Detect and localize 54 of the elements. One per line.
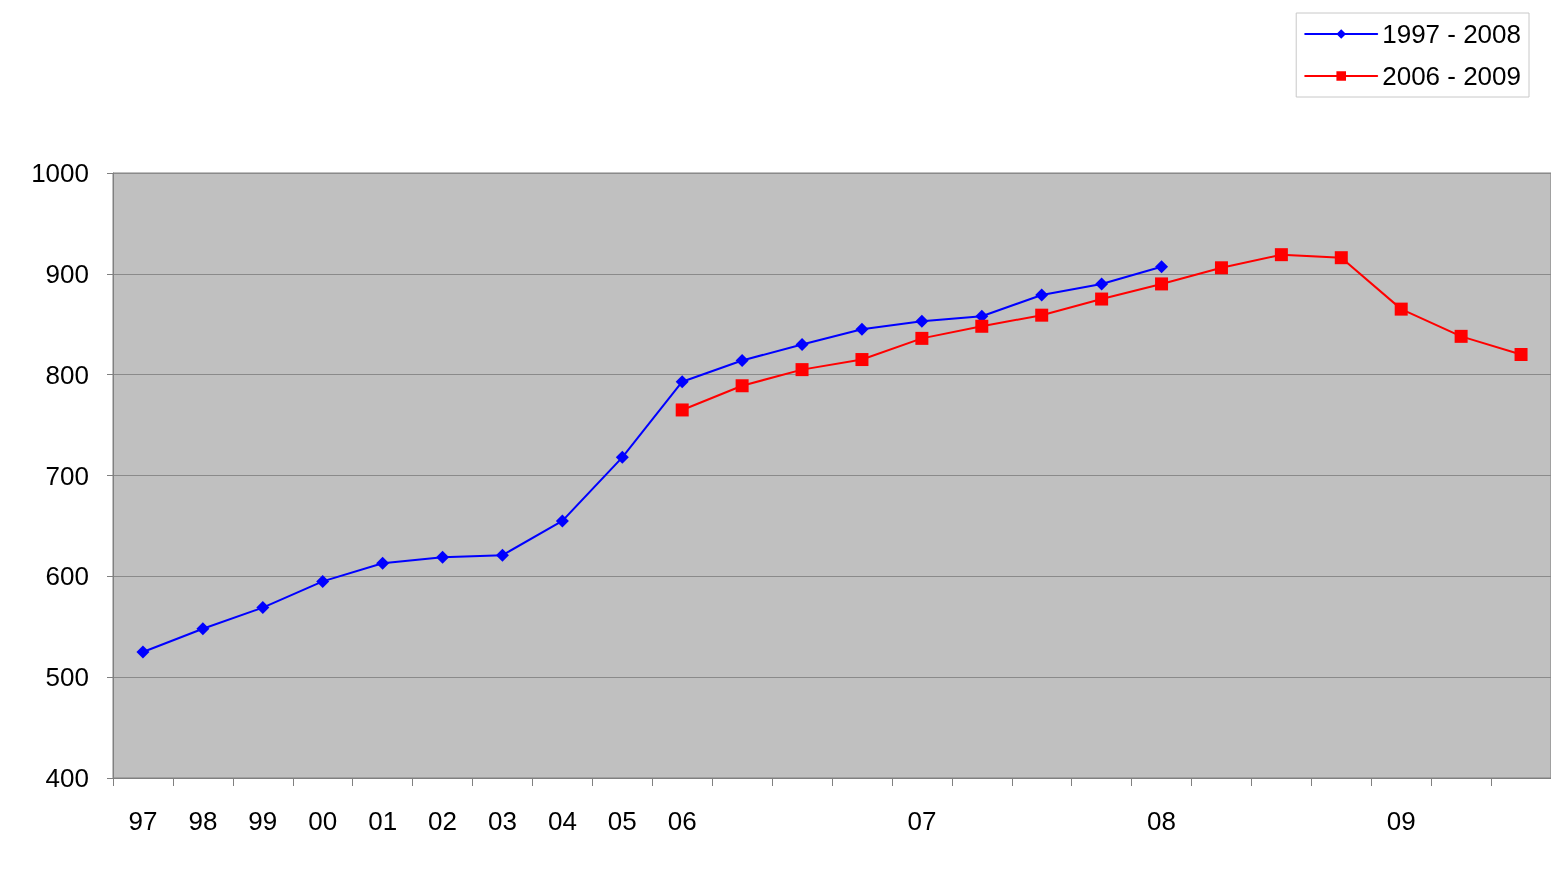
point [735,379,749,393]
point [735,354,749,368]
point [675,403,689,417]
x-tick-label: 05 [607,806,637,836]
x-tick-label: 07 [907,806,937,836]
point [855,353,869,367]
point [1035,288,1049,302]
point [1274,248,1288,262]
x-tick-label: 04 [547,806,577,836]
point [915,331,929,345]
point [1155,277,1169,291]
point [1334,251,1348,265]
point [376,556,390,570]
point [795,363,809,377]
point [1155,260,1169,274]
point [1095,292,1109,306]
x-tick-label: 98 [188,806,218,836]
point [1214,261,1228,275]
point [1514,348,1528,361]
y-tick-label: 600 [45,561,89,592]
point [1394,302,1408,316]
point [915,314,929,328]
point [136,645,150,659]
y-tick-label: 400 [45,763,89,793]
point [436,550,450,564]
point [855,322,869,336]
legend-label: 2006 - 2009 [1382,61,1522,91]
point [555,514,569,528]
point [675,375,689,389]
point [795,337,809,351]
point [1035,308,1049,322]
y-tick-label: 900 [45,258,89,289]
point [1095,277,1109,291]
x-tick-label: 97 [128,806,158,836]
x-tick-label: 02 [428,806,457,836]
point [1454,329,1468,343]
point [256,601,270,615]
y-tick-label: 700 [45,460,89,491]
x-tick-label: 00 [308,806,338,836]
x-tick-label: 08 [1147,806,1176,836]
point [975,319,989,333]
x-tick-label: 06 [667,806,697,836]
point [196,622,210,636]
y-tick-label: 500 [45,662,89,693]
y-tick-label: 1000 [31,158,89,188]
y-tick-label: 800 [45,359,89,390]
x-tick-label: 09 [1386,806,1416,836]
x-tick-label: 03 [488,806,517,836]
legend-label: 1997 - 2008 [1382,19,1522,49]
x-tick-label: 99 [248,806,278,836]
point [615,450,629,464]
x-tick-label: 01 [368,806,398,836]
point [495,548,509,562]
point [316,574,330,588]
